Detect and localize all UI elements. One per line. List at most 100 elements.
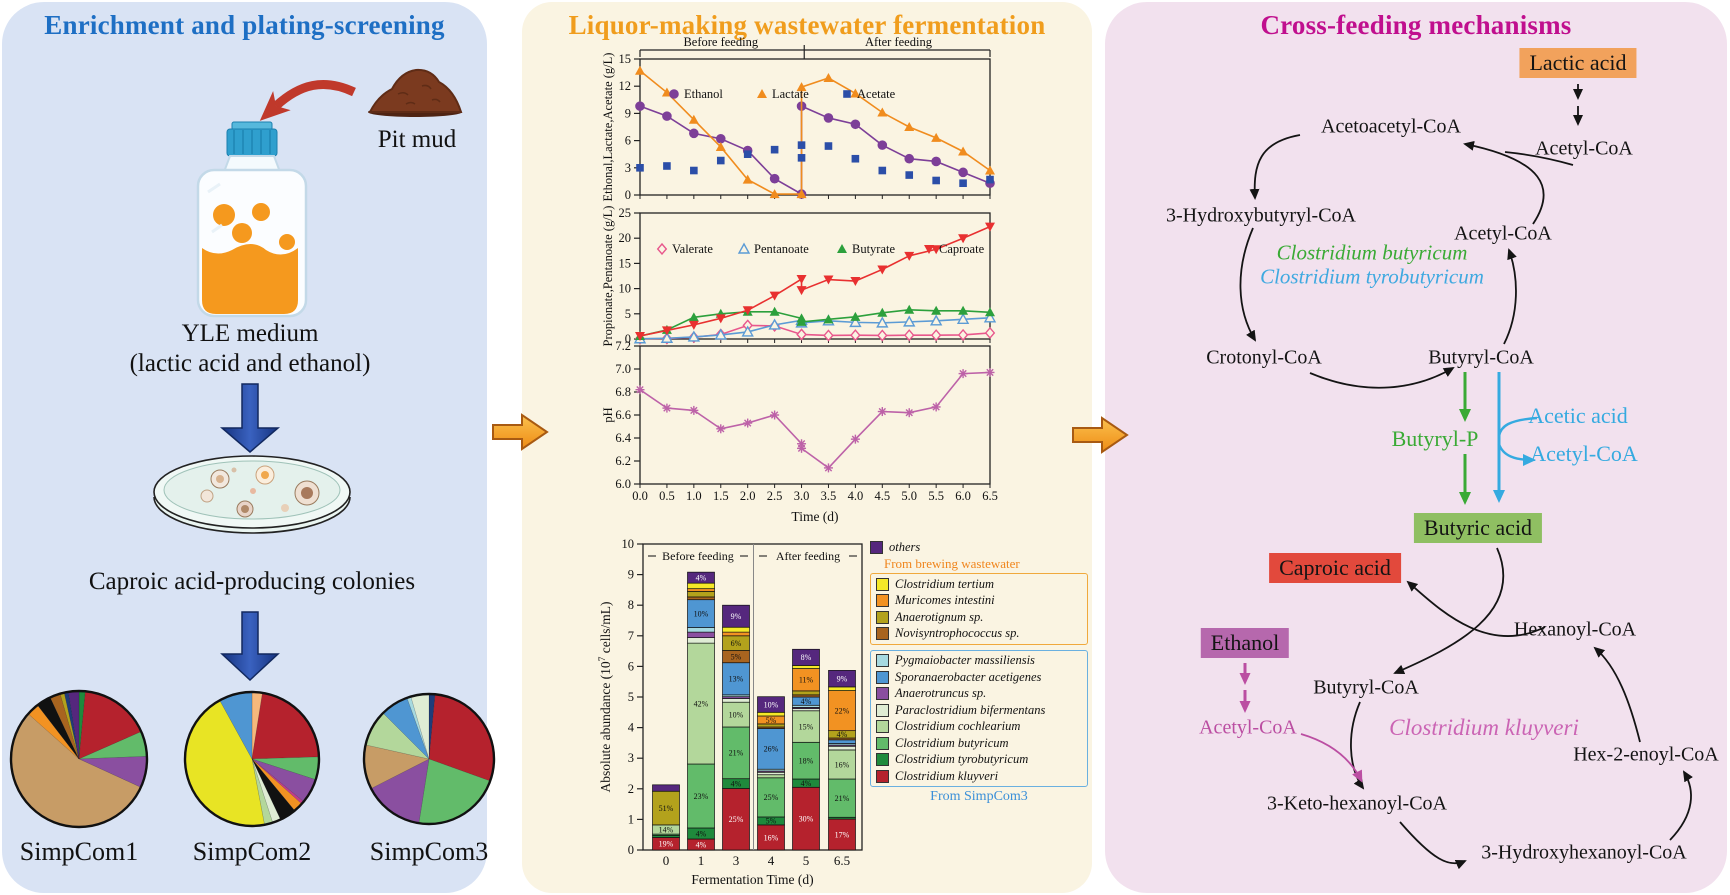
legend-swatch-novisyntrophococcus <box>876 627 889 640</box>
legend-swatch-cochlearium <box>876 720 889 733</box>
node-hexanoyl-coa: Hexanoyl-CoA <box>1513 618 1637 641</box>
svg-text:5.5: 5.5 <box>928 489 944 503</box>
legend-simpcom3-box: Pygmaiobacter massiliensis Sporanaerobact… <box>870 649 1088 787</box>
svg-text:8: 8 <box>628 598 634 612</box>
svg-text:4.0: 4.0 <box>848 489 864 503</box>
medium-label-line2: (lactic acid and ethanol) <box>129 350 371 377</box>
legend-swatch-tertium <box>876 577 889 591</box>
panel-left-title: Enrichment and plating-screening <box>44 10 445 40</box>
svg-text:10: 10 <box>622 537 635 551</box>
svg-text:15: 15 <box>619 256 632 270</box>
flow-arrow-icon <box>1072 416 1129 454</box>
legend-label-cochlearium: Clostridium cochlearium <box>895 719 1021 733</box>
svg-text:51%: 51% <box>659 804 674 813</box>
legend-item-others: others <box>870 540 1088 555</box>
svg-text:10%: 10% <box>694 609 709 618</box>
legend-brewing-header: From brewing wastewater <box>884 556 1020 571</box>
butyric-acid-box: Butyric acid <box>1413 513 1543 543</box>
node-acetic-acid: Acetic acid <box>1528 403 1628 428</box>
svg-text:4%: 4% <box>837 730 848 739</box>
svg-text:16%: 16% <box>835 760 850 769</box>
node-butyryl-p: Butyryl-P <box>1391 426 1479 451</box>
legend-swatch-tyrobutyricum <box>876 753 889 766</box>
svg-text:5: 5 <box>628 690 634 704</box>
legend-swatch-anaerotignum <box>876 610 889 624</box>
svg-text:After feeding: After feeding <box>776 549 840 563</box>
node-acetyl-coa-top: Acetyl-CoA <box>1535 137 1633 160</box>
svg-text:23%: 23% <box>694 792 709 801</box>
pit-mud-label: Pit mud <box>377 126 457 153</box>
svg-text:25: 25 <box>619 206 632 220</box>
legend-label-kluyveri: Clostridium kluyveri <box>895 768 999 783</box>
svg-text:7.0: 7.0 <box>615 362 631 376</box>
legend-item-novisyntrophococcus: Novisyntrophococcus sp. <box>876 626 1082 641</box>
svg-text:0: 0 <box>625 332 631 346</box>
legend-label-bifermentans: Paraclostridium bifermentans <box>895 702 1046 717</box>
svg-text:4%: 4% <box>801 697 812 706</box>
svg-text:11%: 11% <box>799 676 814 685</box>
species-clostridium-tyrobutyricum: Clostridium tyrobutyricum <box>1260 264 1484 289</box>
svg-text:1.0: 1.0 <box>686 489 702 503</box>
svg-text:Time (d): Time (d) <box>791 509 838 524</box>
panel-middle-title: Liquor-making wastewater fermentation <box>568 10 1046 40</box>
legend-item-cochlearium: Clostridium cochlearium <box>876 719 1082 734</box>
legend-swatch-pygmaiobacter <box>876 654 889 667</box>
svg-text:25%: 25% <box>729 815 744 824</box>
svg-text:26%: 26% <box>764 745 779 754</box>
svg-text:5: 5 <box>625 307 631 321</box>
svg-text:10%: 10% <box>729 710 744 719</box>
svg-text:Pentanoate: Pentanoate <box>754 242 809 256</box>
svg-text:2.5: 2.5 <box>767 489 783 503</box>
svg-text:6.4: 6.4 <box>615 431 631 445</box>
petri-dish-icon <box>153 455 351 534</box>
svg-text:4: 4 <box>628 721 635 735</box>
svg-text:5: 5 <box>803 853 810 868</box>
svg-text:9%: 9% <box>837 674 848 683</box>
svg-text:6: 6 <box>625 134 631 148</box>
svg-text:14%: 14% <box>659 825 674 834</box>
svg-text:6.5: 6.5 <box>834 853 850 868</box>
legend-swatch-sporanaerobacter <box>876 670 889 684</box>
panel-fermentation: Liquor-making wastewater fermentation Be… <box>522 2 1092 893</box>
legend-swatch-kluyveri <box>876 769 889 783</box>
colonies-label: Caproic acid-producing colonies <box>88 568 416 595</box>
svg-text:0: 0 <box>628 843 634 857</box>
svg-text:Absolute abundance (107 cells/: Absolute abundance (107 cells/mL) <box>598 601 613 792</box>
svg-text:Lactate: Lactate <box>772 87 809 101</box>
legend-swatch-muricomes <box>876 594 889 607</box>
legend-simpcom3-footer: From SimpCom3 <box>930 789 1028 804</box>
legend-swatch-anaerotruncus <box>876 687 889 700</box>
svg-text:1: 1 <box>628 812 634 826</box>
svg-text:8%: 8% <box>801 653 812 662</box>
svg-text:9: 9 <box>628 568 634 582</box>
ethanol-box: Ethanol <box>1200 628 1290 658</box>
svg-text:0.5: 0.5 <box>659 489 675 503</box>
svg-text:6.5: 6.5 <box>982 489 998 503</box>
node-butyryl-coa-upper: Butyryl-CoA <box>1428 346 1534 369</box>
legend-label-sporanaerobacter: Sporanaerobacter acetigenes <box>895 669 1042 684</box>
svg-text:Propionate,Pentanoate (g/L): Propionate,Pentanoate (g/L) <box>601 206 615 347</box>
legend-label-others: others <box>889 539 921 554</box>
svg-text:19%: 19% <box>659 840 674 849</box>
bar-chart-legend: others From brewing wastewater Clostridium… <box>870 538 1088 805</box>
svg-text:4: 4 <box>768 853 775 868</box>
svg-text:10%: 10% <box>764 700 779 709</box>
legend-label-butyricum: Clostridium butyricum <box>895 735 1009 750</box>
svg-text:2.0: 2.0 <box>740 489 756 503</box>
medium-label-line1: YLE medium <box>181 320 319 347</box>
legend-item-tyrobutyricum: Clostridium tyrobutyricum <box>876 752 1082 767</box>
svg-text:18%: 18% <box>799 756 814 765</box>
legend-item-kluyveri: Clostridium kluyveri <box>876 769 1082 784</box>
species-clostridium-butyricum: Clostridium butyricum <box>1276 240 1468 265</box>
legend-swatch-others <box>870 540 883 554</box>
svg-text:5%: 5% <box>766 716 777 725</box>
legend-item-bifermentans: Paraclostridium bifermentans <box>876 703 1082 718</box>
svg-text:6.0: 6.0 <box>955 489 971 503</box>
svg-text:5.0: 5.0 <box>901 489 917 503</box>
svg-text:5%: 5% <box>766 817 777 826</box>
legend-label-novisyntrophococcus: Novisyntrophococcus sp. <box>895 626 1020 640</box>
svg-text:After feeding: After feeding <box>865 35 933 49</box>
svg-text:Acetate: Acetate <box>857 87 896 101</box>
legend-label-tertium: Clostridium tertium <box>895 576 994 591</box>
svg-text:1.5: 1.5 <box>713 489 729 503</box>
